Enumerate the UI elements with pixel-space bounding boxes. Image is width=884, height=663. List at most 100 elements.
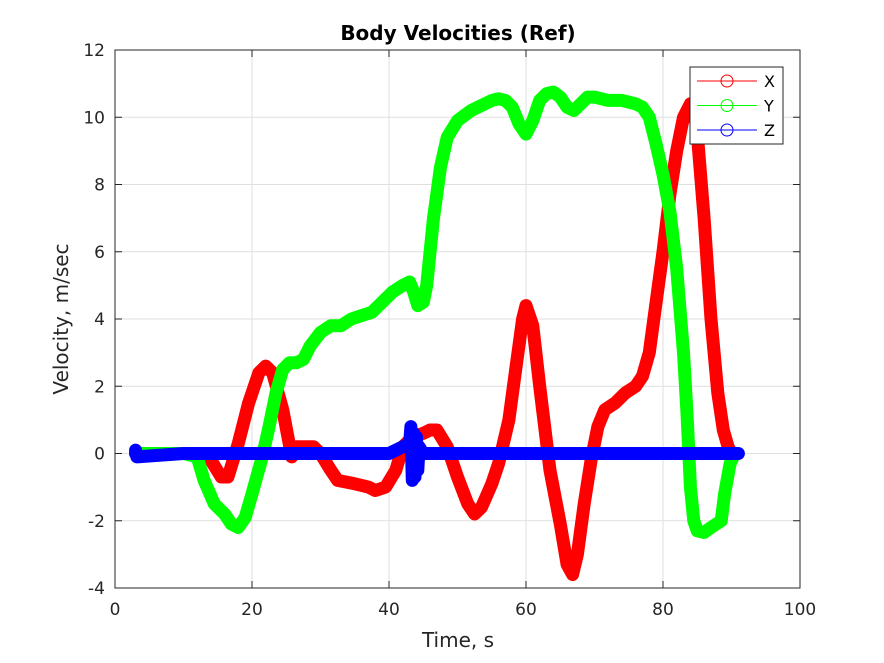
- data-point: [243, 500, 255, 512]
- data-point: [273, 375, 285, 387]
- data-point: [682, 426, 694, 438]
- data-point: [527, 115, 539, 127]
- data-point: [486, 478, 498, 490]
- data-point: [572, 542, 584, 554]
- data-point: [268, 398, 280, 410]
- data-point: [693, 152, 705, 164]
- x-tick-label: 40: [378, 600, 400, 620]
- data-point: [283, 448, 295, 459]
- data-point: [489, 448, 501, 459]
- data-point: [537, 91, 549, 103]
- ticks: 0 20 40 60 80 100 -4 -2 0 2 4 6 8 10 12: [83, 41, 816, 620]
- data-point: [556, 530, 568, 542]
- data-point: [130, 444, 142, 456]
- data-point: [644, 340, 656, 352]
- data-point: [713, 393, 725, 405]
- data-point: [362, 481, 374, 493]
- data-point: [666, 223, 678, 234]
- data-point: [663, 448, 675, 459]
- data-point: [701, 260, 713, 272]
- data-point: [651, 290, 663, 302]
- data-point: [456, 482, 468, 494]
- data-point: [291, 357, 302, 369]
- data-point: [528, 326, 539, 338]
- data-point: [160, 449, 172, 461]
- x-axis-label: Time, s: [421, 628, 494, 652]
- data-point: [649, 133, 661, 145]
- series-layer: [129, 85, 745, 581]
- data-point: [601, 448, 613, 459]
- data-point: [249, 476, 261, 487]
- data-point: [315, 448, 326, 459]
- data-point: [483, 448, 495, 459]
- data-point: [701, 448, 713, 459]
- data-point: [251, 469, 263, 481]
- data-point: [505, 395, 517, 407]
- data-point: [694, 164, 706, 176]
- data-point: [545, 448, 557, 459]
- data-point: [674, 128, 686, 140]
- data-point: [224, 465, 236, 477]
- data-point: [668, 240, 680, 252]
- data-point: [265, 409, 277, 421]
- data-point: [571, 101, 583, 113]
- data-point: [721, 435, 732, 447]
- data-point: [427, 218, 439, 230]
- data-point: [678, 353, 690, 365]
- data-point: [499, 433, 510, 445]
- data-point: [688, 515, 700, 527]
- data-point: [570, 448, 582, 459]
- data-point: [676, 329, 688, 341]
- data-point: [430, 193, 442, 205]
- data-point: [667, 228, 679, 240]
- data-point: [686, 492, 697, 504]
- data-point: [321, 448, 333, 459]
- data-point: [226, 460, 237, 472]
- data-point: [267, 404, 279, 416]
- data-point: [582, 473, 594, 485]
- data-point: [701, 248, 712, 260]
- data-point: [429, 200, 441, 211]
- data-point: [669, 157, 681, 169]
- data-point: [410, 293, 422, 305]
- data-point: [374, 483, 386, 495]
- data-point: [656, 252, 668, 264]
- data-point: [511, 112, 523, 124]
- data-point: [706, 325, 718, 337]
- data-point: [650, 296, 662, 308]
- legend: XYZ: [689, 66, 784, 145]
- x-tick-label: 100: [784, 600, 816, 620]
- data-point: [609, 94, 621, 106]
- data-point: [680, 389, 692, 401]
- data-point: [557, 448, 569, 459]
- data-point: [705, 307, 716, 319]
- data-point: [486, 94, 498, 106]
- data-point: [645, 448, 656, 459]
- data-point: [673, 293, 685, 305]
- data-point: [270, 387, 282, 399]
- data-point: [411, 442, 423, 454]
- data-point: [580, 485, 592, 497]
- data-point: [642, 353, 654, 364]
- data-point: [515, 326, 527, 338]
- data-point: [528, 332, 540, 344]
- data-point: [723, 464, 735, 476]
- data-point: [668, 164, 680, 176]
- legend-label-z: Z: [764, 121, 775, 140]
- data-point: [253, 463, 265, 475]
- data-point: [671, 263, 683, 275]
- y-tick-label: 12: [83, 41, 105, 61]
- data-point: [694, 158, 706, 170]
- data-point: [520, 448, 532, 459]
- data-point: [429, 448, 441, 459]
- data-point: [531, 356, 543, 368]
- data-point: [667, 234, 679, 246]
- data-point: [259, 448, 270, 459]
- data-point: [673, 287, 685, 299]
- data-point: [240, 409, 252, 421]
- data-point: [607, 448, 619, 459]
- data-point: [704, 295, 716, 307]
- data-point: [272, 381, 284, 393]
- data-point: [673, 134, 685, 146]
- data-point: [246, 488, 258, 500]
